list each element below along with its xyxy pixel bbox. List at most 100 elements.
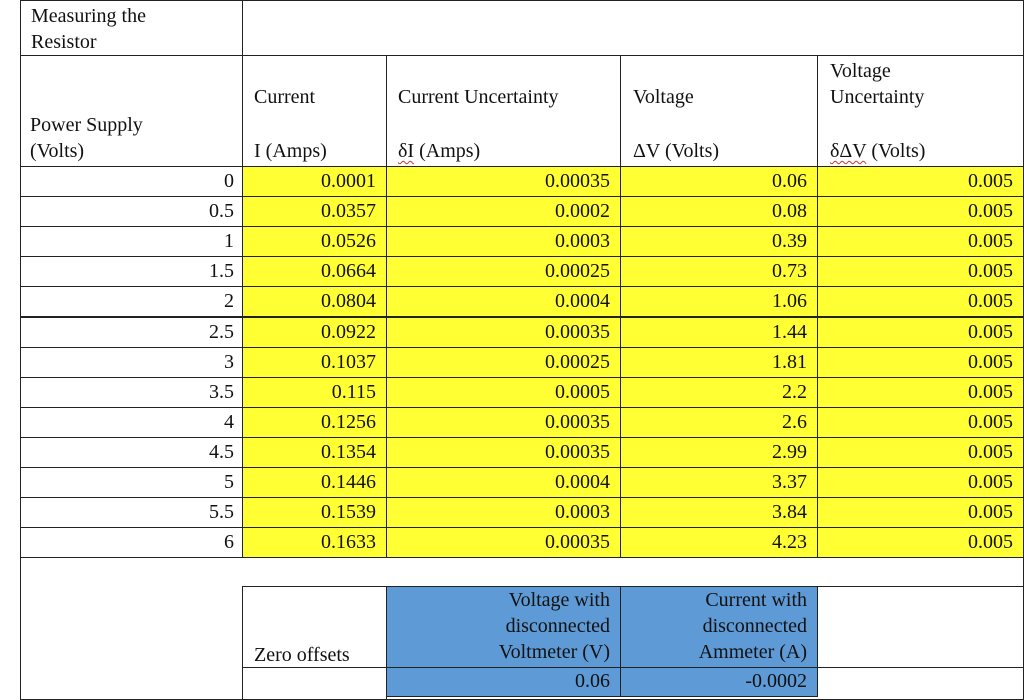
power-supply-cell: 4.5 <box>20 436 243 468</box>
power-supply-cell: 4 <box>20 406 243 438</box>
voltage-uncertainty-cell: 0.005 <box>817 406 1024 438</box>
header-voltage-unit: ΔV (Volts) <box>633 140 720 162</box>
voltage-offset-line3: Voltmeter (V) <box>498 641 610 663</box>
voltage-uncertainty-cell: 0.005 <box>817 376 1024 408</box>
current-cell: 0.1256 <box>242 406 387 438</box>
header-voltage-uncertainty-line1: Voltage <box>830 60 891 82</box>
header-current-unit: I (Amps) <box>254 140 327 162</box>
current-unc-unit: (Amps) <box>414 140 481 162</box>
current-uncertainty-cell: 0.0003 <box>386 226 621 258</box>
current-cell: 0.1633 <box>242 527 387 559</box>
voltage-uncertainty-cell: 0.005 <box>817 436 1024 468</box>
current-uncertainty-cell: 0.0005 <box>386 376 621 408</box>
voltage-offset-header: Voltage with disconnected Voltmeter (V) <box>386 586 621 668</box>
zero-offsets-label: Zero offsets <box>254 644 350 666</box>
power-supply-cell: 2.5 <box>20 316 243 348</box>
power-supply-cell: 3.5 <box>20 376 243 408</box>
voltage-uncertainty-cell: 0.005 <box>817 346 1024 378</box>
header-voltage-uncertainty-line2: Uncertainty <box>830 86 925 108</box>
title-cell: Measuring the Resistor <box>20 0 243 56</box>
current-cell: 0.0526 <box>242 226 387 258</box>
current-cell: 0.1037 <box>242 346 387 378</box>
header-current-uncertainty-unit: δI (Amps) <box>398 138 480 164</box>
current-uncertainty-cell: 0.00025 <box>386 346 621 378</box>
title-empty-cell <box>242 0 1024 56</box>
power-supply-cell: 0.5 <box>20 196 243 228</box>
voltage-cell: 4.23 <box>620 527 818 559</box>
power-supply-cell: 6 <box>20 527 243 559</box>
header-voltage-uncertainty-unit: δΔV (Volts) <box>830 138 925 164</box>
voltage-offset-line1: Voltage with <box>508 589 610 611</box>
current-uncertainty-cell: 0.00025 <box>386 256 621 288</box>
voltage-uncertainty-cell: 0.005 <box>817 527 1024 559</box>
header-power-supply: Power Supply (Volts) <box>20 112 243 166</box>
voltage-cell: 1.81 <box>620 346 818 378</box>
header-power-supply-line1: Power Supply <box>30 114 143 136</box>
header-power-supply-line2: (Volts) <box>30 140 85 162</box>
current-cell: 0.1446 <box>242 467 387 499</box>
power-supply-cell: 5.5 <box>20 497 243 529</box>
current-offset-line2: disconnected <box>702 615 807 637</box>
voltage-cell: 2.2 <box>620 376 818 408</box>
current-uncertainty-cell: 0.0002 <box>386 196 621 228</box>
voltage-offset-line2: disconnected <box>505 615 610 637</box>
power-supply-cell: 3 <box>20 346 243 378</box>
voltage-cell: 1.06 <box>620 286 818 318</box>
title-line-2: Resistor <box>31 31 97 53</box>
current-cell: 0.0922 <box>242 316 387 348</box>
voltage-cell: 0.39 <box>620 226 818 258</box>
power-supply-cell: 1.5 <box>20 256 243 288</box>
voltage-cell: 1.44 <box>620 316 818 348</box>
voltage-uncertainty-cell: 0.005 <box>817 316 1024 348</box>
current-uncertainty-cell: 0.00035 <box>386 527 621 559</box>
current-uncertainty-cell: 0.00035 <box>386 406 621 438</box>
header-current: Current <box>254 86 316 108</box>
current-offset-line3: Ammeter (A) <box>698 641 807 663</box>
header-current-uncertainty: Current Uncertainty <box>398 86 559 108</box>
current-cell: 0.1539 <box>242 497 387 529</box>
zero-offsets-value-label-cell <box>242 667 387 700</box>
current-uncertainty-cell: 0.0004 <box>386 467 621 499</box>
current-uncertainty-cell: 0.0003 <box>386 497 621 529</box>
voltage-cell: 0.73 <box>620 256 818 288</box>
voltage-uncertainty-cell: 0.005 <box>817 467 1024 499</box>
current-unc-symbol: δI <box>398 140 415 162</box>
voltage-cell: 2.99 <box>620 436 818 468</box>
voltage-uncertainty-cell: 0.005 <box>817 226 1024 258</box>
voltage-cell: 3.37 <box>620 467 818 499</box>
current-uncertainty-cell: 0.00035 <box>386 166 621 198</box>
current-cell: 0.0357 <box>242 196 387 228</box>
current-cell: 0.115 <box>242 376 387 408</box>
power-supply-cell: 2 <box>20 286 243 318</box>
current-offset-header: Current with disconnected Ammeter (A) <box>620 586 818 668</box>
voltage-cell: 2.6 <box>620 406 818 438</box>
voltage-cell: 3.84 <box>620 497 818 529</box>
header-voltage: Voltage <box>633 86 694 108</box>
voltage-uncertainty-cell: 0.005 <box>817 196 1024 228</box>
voltage-uncertainty-cell: 0.005 <box>817 286 1024 318</box>
current-cell: 0.1354 <box>242 436 387 468</box>
power-supply-cell: 5 <box>20 467 243 499</box>
header-voltage-uncertainty: Voltage Uncertainty <box>830 58 924 110</box>
voltage-uncertainty-cell: 0.005 <box>817 256 1024 288</box>
current-cell: 0.0001 <box>242 166 387 198</box>
title-line-1: Measuring the <box>31 5 146 27</box>
power-supply-cell: 1 <box>20 226 243 258</box>
current-cell: 0.0804 <box>242 286 387 318</box>
current-offset-value: -0.0002 <box>620 667 818 697</box>
voltage-unc-unit: (Volts) <box>866 140 926 162</box>
voltage-cell: 0.06 <box>620 166 818 198</box>
current-offset-line1: Current with <box>705 589 807 611</box>
current-uncertainty-cell: 0.00035 <box>386 436 621 468</box>
current-uncertainty-cell: 0.00035 <box>386 316 621 348</box>
voltage-cell: 0.08 <box>620 196 818 228</box>
current-uncertainty-cell: 0.0004 <box>386 286 621 318</box>
power-supply-cell: 0 <box>20 166 243 198</box>
voltage-uncertainty-cell: 0.005 <box>817 166 1024 198</box>
offsets-empty-cell <box>817 586 1024 668</box>
voltage-uncertainty-cell: 0.005 <box>817 497 1024 529</box>
current-cell: 0.0664 <box>242 256 387 288</box>
voltage-offset-value: 0.06 <box>386 667 621 697</box>
voltage-unc-symbol: δΔV <box>830 140 867 162</box>
